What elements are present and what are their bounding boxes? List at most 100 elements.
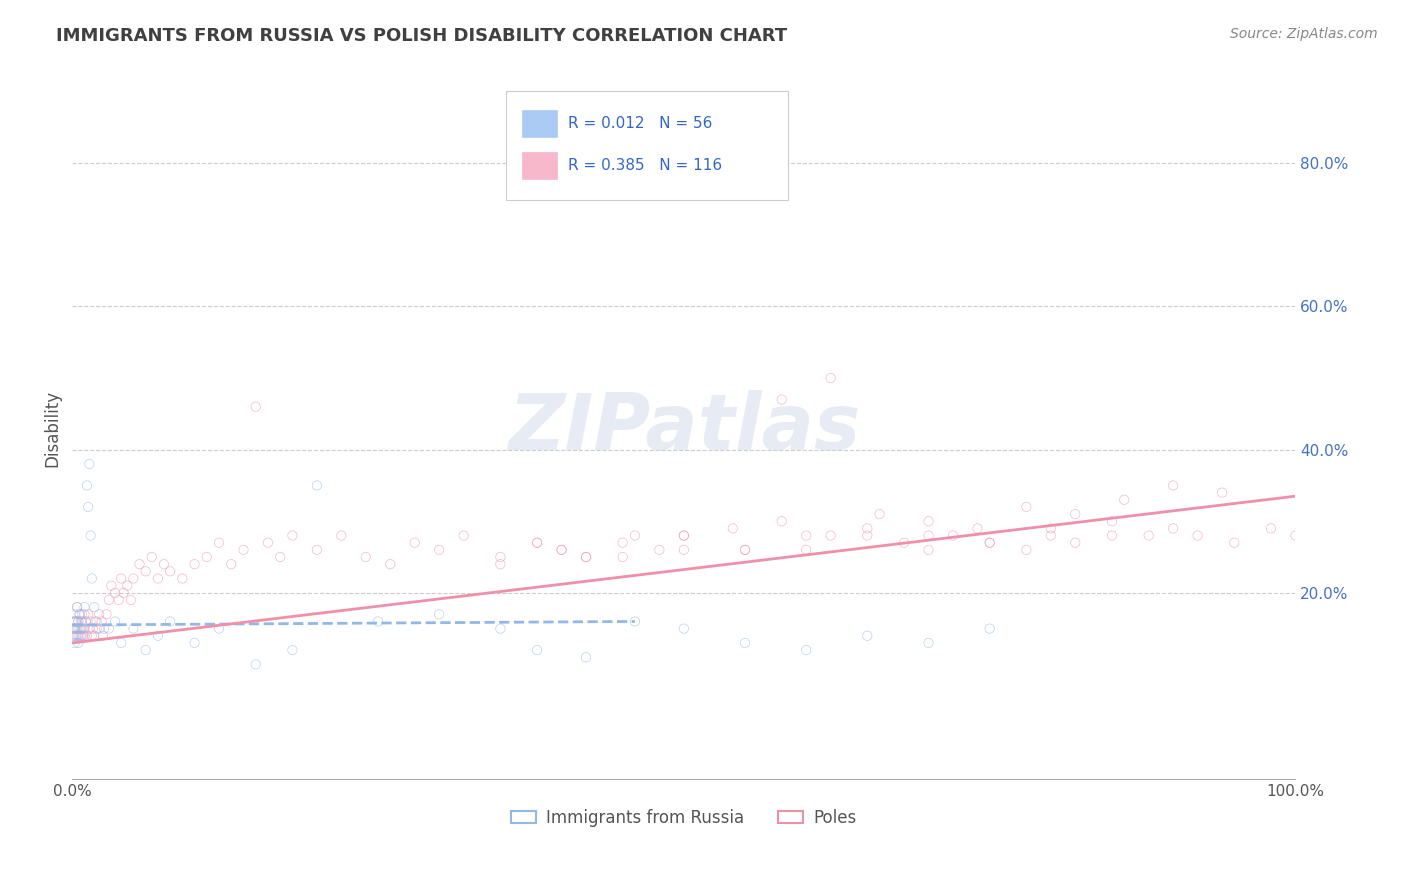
- Point: [575, 650, 598, 665]
- Point: [141, 549, 163, 564]
- Point: [672, 622, 695, 636]
- Point: [62, 629, 84, 643]
- Point: [856, 521, 879, 535]
- Point: [65, 615, 87, 629]
- Point: [245, 657, 267, 672]
- Point: [820, 528, 842, 542]
- Point: [67, 615, 90, 629]
- Point: [195, 549, 218, 564]
- Y-axis label: Disability: Disability: [44, 390, 60, 467]
- Point: [281, 528, 304, 542]
- Point: [84, 615, 107, 629]
- FancyBboxPatch shape: [506, 92, 787, 200]
- Point: [427, 607, 450, 622]
- Point: [67, 629, 90, 643]
- Point: [489, 557, 512, 571]
- Point: [66, 600, 89, 615]
- Point: [183, 557, 205, 571]
- Point: [67, 615, 90, 629]
- Point: [117, 579, 139, 593]
- Point: [62, 622, 84, 636]
- Point: [62, 629, 84, 643]
- Point: [72, 622, 94, 636]
- Point: [73, 607, 96, 622]
- Point: [100, 579, 122, 593]
- Point: [73, 622, 96, 636]
- Point: [427, 542, 450, 557]
- Point: [305, 542, 328, 557]
- Point: [575, 549, 598, 564]
- Point: [612, 549, 634, 564]
- Point: [110, 636, 132, 650]
- Point: [770, 392, 793, 407]
- Point: [208, 535, 231, 549]
- Point: [70, 629, 93, 643]
- Point: [97, 593, 120, 607]
- Point: [856, 528, 879, 542]
- Point: [73, 600, 96, 615]
- Point: [73, 629, 96, 643]
- Point: [76, 478, 98, 492]
- Point: [526, 643, 548, 657]
- Point: [89, 607, 111, 622]
- Point: [354, 549, 377, 564]
- Point: [1101, 528, 1123, 542]
- Point: [794, 643, 817, 657]
- Text: R = 0.385   N = 116: R = 0.385 N = 116: [568, 158, 721, 173]
- Point: [575, 549, 598, 564]
- Point: [672, 528, 695, 542]
- Point: [104, 615, 127, 629]
- Point: [69, 607, 91, 622]
- Point: [67, 636, 90, 650]
- Point: [489, 549, 512, 564]
- Point: [1223, 535, 1246, 549]
- Text: IMMIGRANTS FROM RUSSIA VS POLISH DISABILITY CORRELATION CHART: IMMIGRANTS FROM RUSSIA VS POLISH DISABIL…: [56, 27, 787, 45]
- Point: [70, 622, 93, 636]
- Point: [77, 500, 100, 514]
- Point: [79, 457, 101, 471]
- Point: [648, 542, 671, 557]
- Point: [79, 622, 101, 636]
- Point: [90, 615, 112, 629]
- Point: [1101, 514, 1123, 528]
- Point: [66, 622, 89, 636]
- Point: [86, 615, 108, 629]
- Point: [979, 622, 1001, 636]
- Point: [1015, 500, 1038, 514]
- Point: [219, 557, 242, 571]
- Point: [1161, 478, 1184, 492]
- Text: Source: ZipAtlas.com: Source: ZipAtlas.com: [1230, 27, 1378, 41]
- Point: [107, 593, 129, 607]
- Point: [65, 622, 87, 636]
- Point: [721, 521, 744, 535]
- Point: [69, 615, 91, 629]
- Point: [96, 607, 118, 622]
- Point: [153, 557, 176, 571]
- Point: [63, 622, 86, 636]
- Point: [67, 622, 90, 636]
- Point: [1039, 528, 1062, 542]
- Point: [97, 622, 120, 636]
- Point: [526, 535, 548, 549]
- Point: [380, 557, 402, 571]
- Point: [83, 629, 105, 643]
- Point: [122, 622, 145, 636]
- Point: [159, 615, 181, 629]
- Point: [624, 528, 647, 542]
- Point: [404, 535, 426, 549]
- Point: [70, 607, 93, 622]
- Point: [979, 535, 1001, 549]
- Point: [734, 542, 756, 557]
- Point: [489, 622, 512, 636]
- Point: [734, 636, 756, 650]
- Point: [917, 542, 939, 557]
- Legend: Immigrants from Russia, Poles: Immigrants from Russia, Poles: [505, 803, 863, 834]
- Point: [146, 629, 169, 643]
- Point: [734, 542, 756, 557]
- Point: [1137, 528, 1160, 542]
- Point: [942, 528, 965, 542]
- Point: [63, 615, 86, 629]
- Point: [83, 600, 105, 615]
- Point: [159, 565, 181, 579]
- Point: [367, 615, 389, 629]
